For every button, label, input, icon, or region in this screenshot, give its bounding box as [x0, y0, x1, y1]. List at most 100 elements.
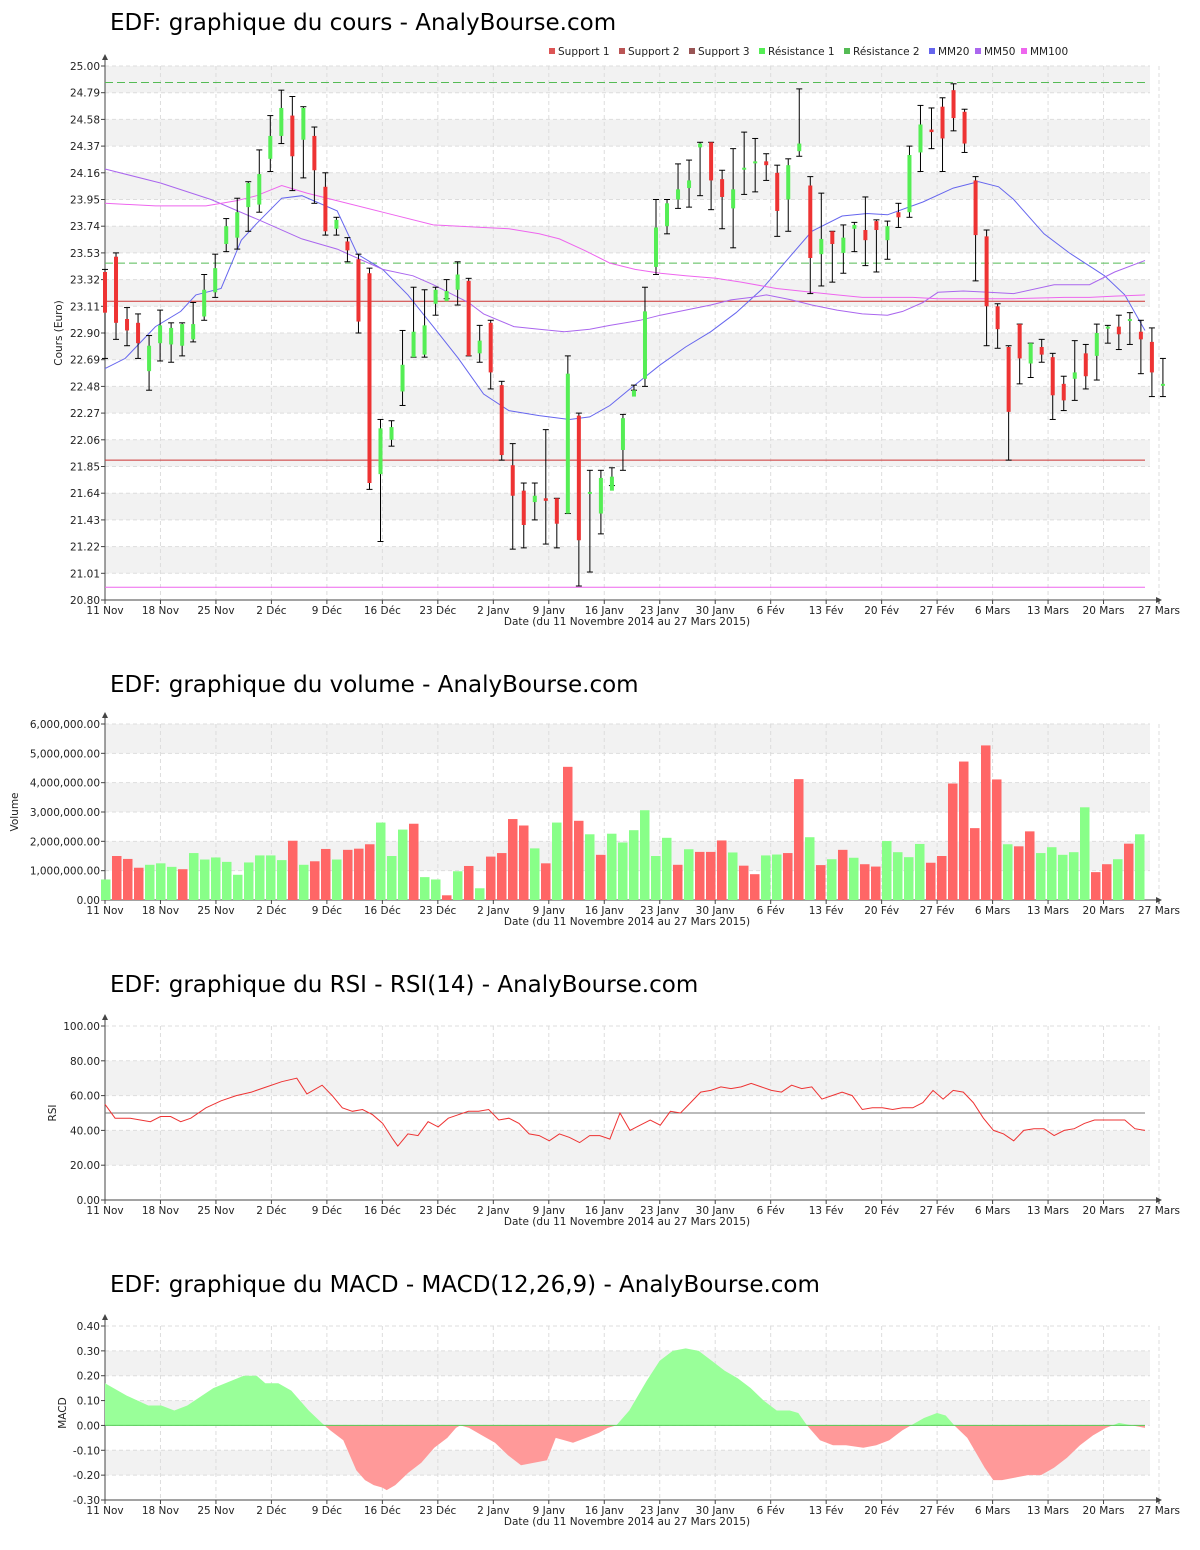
candle-body [433, 289, 438, 304]
macd-xtick-label: 9 Déc [312, 1505, 343, 1517]
price-candle [553, 497, 560, 549]
price-candle [245, 181, 252, 232]
legend-swatch [549, 48, 555, 54]
volume-xtick-label: 23 Déc [419, 905, 456, 917]
macd-ytick-label: -0.20 [73, 1470, 100, 1482]
price-candle [333, 216, 340, 236]
volume-bar [882, 841, 892, 900]
price-candle [256, 149, 263, 213]
volume-xtick-label: 13 Mars [1027, 905, 1069, 917]
volume-bar [783, 853, 793, 900]
volume-bar [211, 857, 221, 900]
volume-xtick-label: 27 Mars [1138, 905, 1180, 917]
volume-bar [123, 858, 133, 900]
price-candle [630, 384, 637, 397]
price-grid-band [105, 333, 1150, 360]
price-candle [774, 164, 781, 237]
candle-body [279, 107, 284, 136]
candle-body [620, 418, 625, 450]
candle-body [609, 476, 614, 491]
macd-chart-title: EDF: graphique du MACD - MACD(12,26,9) -… [110, 1272, 820, 1298]
volume-xtick-label: 20 Fév [864, 905, 899, 917]
rsi-grid-band [105, 1130, 1150, 1166]
price-grid-band [105, 493, 1150, 520]
legend-swatch [844, 48, 850, 54]
price-ytick-label: 23.74 [70, 221, 100, 233]
macd-xtick-label: 16 Déc [364, 1505, 401, 1517]
volume-bar [1113, 859, 1123, 900]
macd-y-axis-arrow [102, 1314, 108, 1320]
volume-panel: 0.00 1,000,000.00 2,000,000.00 3,000,000.00… [9, 712, 1180, 928]
macd-negative-area [324, 1425, 461, 1491]
rsi-xtick-label: 27 Mars [1138, 1205, 1180, 1217]
volume-bar [563, 766, 573, 900]
candle-body [676, 189, 681, 200]
price-ytick-label: 22.48 [70, 381, 100, 393]
candle-body [742, 167, 747, 170]
volume-bar [354, 848, 364, 900]
volume-xtick-label: 16 Janv [585, 905, 624, 917]
rsi-ytick-label: 100.00 [63, 1021, 100, 1033]
volume-bar [915, 843, 925, 900]
candle-body [510, 465, 515, 496]
candle-body [334, 219, 339, 229]
candle-body [654, 227, 658, 267]
volume-bar [442, 895, 452, 900]
candle-body [499, 385, 504, 456]
legend-label: Support 3 [698, 46, 750, 58]
macd-xtick-label: 20 Fév [864, 1505, 899, 1517]
macd-xtick-label: 23 Janv [640, 1505, 679, 1517]
price-candle [939, 97, 946, 173]
rsi-xtick-label: 6 Fév [757, 1205, 785, 1217]
volume-bar [266, 855, 276, 900]
price-candle [520, 482, 527, 549]
volume-bar [486, 856, 496, 900]
rsi-xtick-label: 13 Mars [1027, 1205, 1069, 1217]
price-candle [928, 107, 935, 150]
price-xtick-label: 25 Nov [197, 605, 234, 617]
price-candle [653, 199, 659, 276]
candle-body [565, 373, 570, 514]
price-candle [432, 286, 439, 316]
volume-ytick-label: 4,000,000.00 [30, 778, 100, 790]
candle-body [720, 179, 725, 197]
price-candle [1049, 352, 1056, 420]
volume-bar [200, 859, 210, 900]
price-candle [487, 319, 494, 390]
rsi-xtick-label: 6 Mars [975, 1205, 1010, 1217]
price-candle [278, 89, 285, 145]
volume-bar [365, 844, 375, 900]
macd-grid-band [105, 1350, 1150, 1376]
price-candle [851, 221, 858, 253]
candle-body [1105, 326, 1110, 329]
legend-label: MM50 [984, 46, 1015, 58]
price-xtick-label: 13 Fév [809, 605, 844, 617]
candle-body [698, 143, 703, 148]
price-candle [785, 158, 792, 232]
macd-xtick-label: 9 Janv [533, 1505, 565, 1517]
legend-label: MM100 [1030, 46, 1068, 58]
price-candle [586, 469, 593, 573]
price-xtick-label: 27 Fév [920, 605, 955, 617]
candle-body [202, 289, 207, 317]
volume-bar [156, 863, 166, 900]
price-candle [421, 289, 428, 358]
price-xtick-label: 6 Fév [757, 605, 785, 617]
price-candle [289, 96, 296, 192]
candle-body [1006, 346, 1011, 412]
volume-bar [717, 840, 727, 900]
volume-bar [992, 779, 1002, 900]
price-xtick-label: 16 Déc [364, 605, 401, 617]
mm100-line [104, 184, 1146, 300]
rsi-ytick-label: 40.00 [70, 1125, 100, 1137]
candle-body [709, 142, 714, 181]
candle-body [147, 345, 152, 372]
rsi-xtick-label: 20 Mars [1083, 1205, 1125, 1217]
volume-bar [816, 865, 826, 900]
volume-ytick-label: 1,000,000.00 [30, 866, 100, 878]
candle-body [378, 428, 383, 475]
volume-xtick-label: 25 Nov [197, 905, 234, 917]
candle-body [863, 230, 868, 241]
price-candle [476, 324, 483, 363]
rsi-xtick-label: 13 Fév [809, 1205, 844, 1217]
